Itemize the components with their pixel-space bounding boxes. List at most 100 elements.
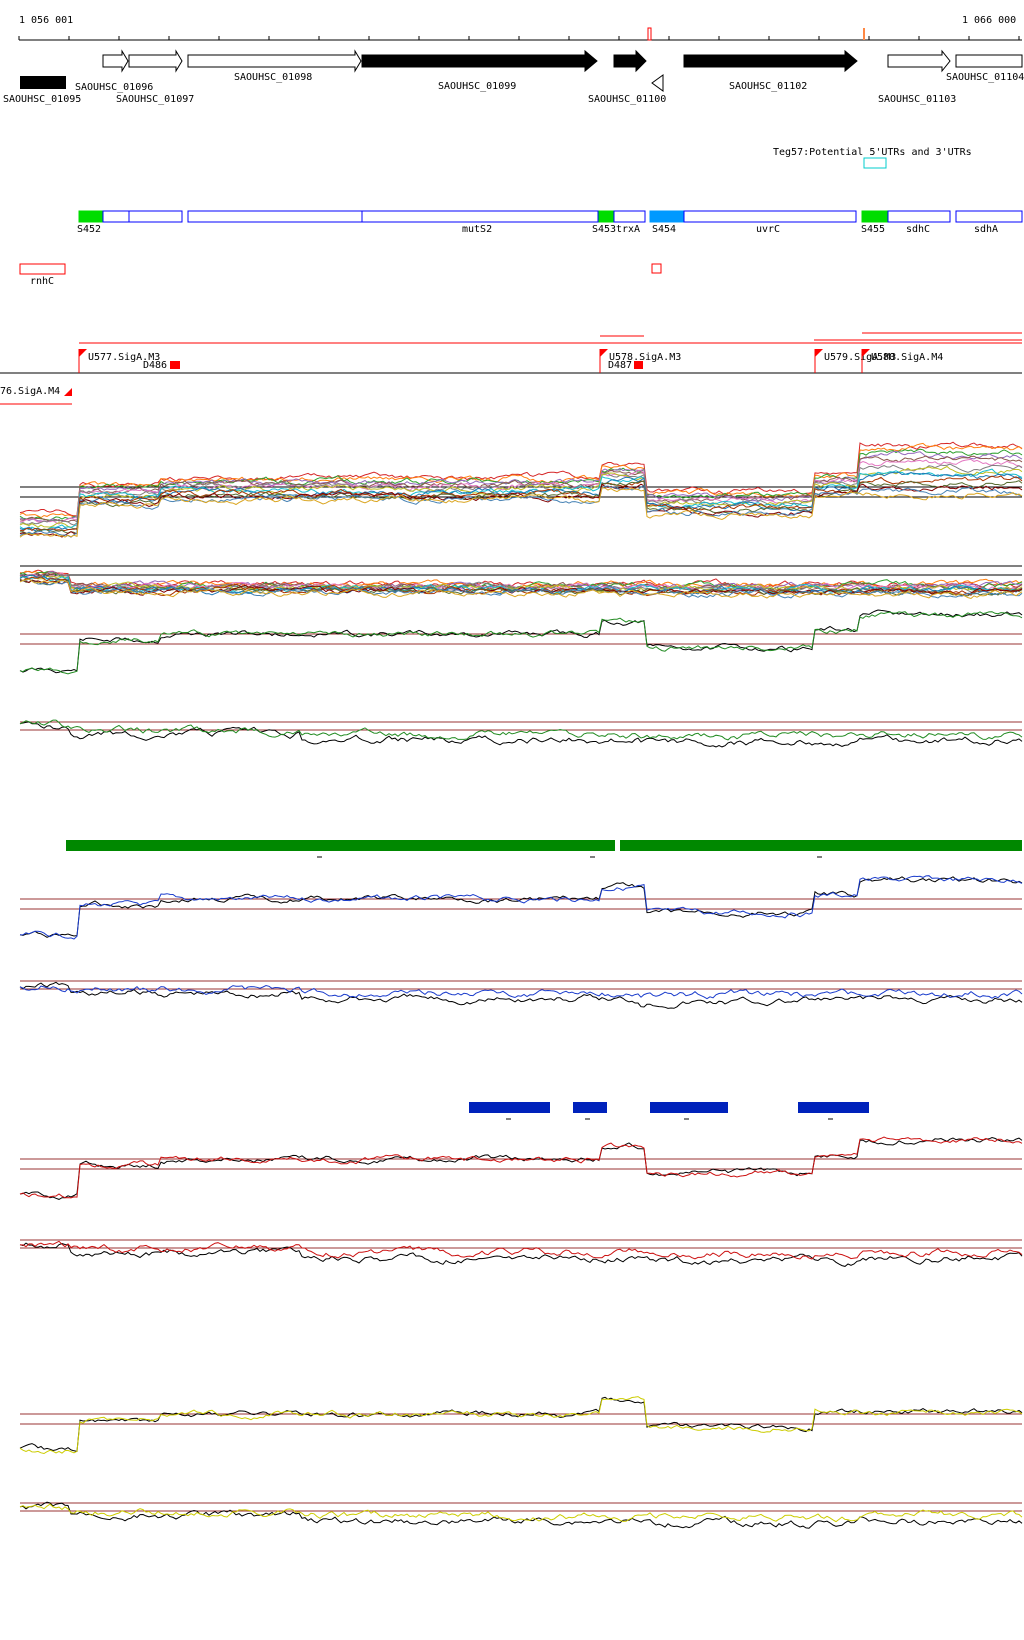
track-line-black bbox=[19, 981, 1023, 1009]
track-line-black bbox=[19, 1396, 1023, 1452]
operon-segment[interactable] bbox=[187, 210, 363, 223]
operon-label: S452 bbox=[77, 224, 101, 235]
blue-segment-bar[interactable] bbox=[798, 1102, 869, 1113]
operon-segment[interactable] bbox=[128, 210, 183, 223]
promoter-flag[interactable] bbox=[600, 349, 608, 357]
operon-label: S454 bbox=[652, 224, 676, 235]
track-line-black bbox=[19, 876, 1023, 938]
segment-bars bbox=[66, 840, 1022, 1120]
gene-label: SAOUHSC_01103 bbox=[878, 94, 956, 105]
track-line bbox=[19, 611, 1023, 675]
promoter-label: U579.SigA.M3 bbox=[824, 352, 896, 363]
promoter-track: U577.SigA.M3 D486 U578.SigA.M3 D487 U579… bbox=[0, 332, 1022, 405]
promoter-flag[interactable] bbox=[862, 349, 870, 357]
operon-segment[interactable] bbox=[613, 210, 646, 223]
multi-track-line bbox=[19, 487, 1023, 538]
ruler-end-label: 1 066 000 bbox=[962, 15, 1016, 26]
promoter-block[interactable] bbox=[634, 361, 643, 369]
multi-track-line bbox=[19, 442, 1023, 519]
utr-box[interactable] bbox=[863, 157, 887, 169]
promoter-block[interactable] bbox=[170, 361, 180, 369]
operon-segment-green[interactable] bbox=[78, 210, 104, 223]
rnhc-label: rnhC bbox=[30, 276, 54, 287]
gene-arrow[interactable] bbox=[187, 49, 362, 73]
multi-track-line bbox=[19, 572, 1023, 593]
track-line bbox=[19, 1136, 1023, 1199]
multi-track-line bbox=[19, 569, 1023, 589]
track-line bbox=[19, 984, 1023, 1000]
promoter-flag-reverse[interactable] bbox=[64, 388, 72, 396]
multi-track-line bbox=[19, 455, 1023, 523]
multi-track-line bbox=[19, 483, 1023, 538]
gene-arrow-reverse[interactable] bbox=[651, 74, 664, 92]
multi-track-line bbox=[19, 441, 1023, 517]
multi-track-line bbox=[19, 578, 1023, 600]
operon-segment-lightblue[interactable] bbox=[649, 210, 685, 223]
gene-label: SAOUHSC_01100 bbox=[588, 94, 666, 105]
operon-label: sdhA bbox=[974, 224, 998, 235]
ruler-start-label: 1 056 001 bbox=[19, 15, 73, 26]
promoter-label: D487 bbox=[608, 360, 632, 371]
gene-arrow[interactable] bbox=[683, 49, 858, 73]
gene-arrow[interactable] bbox=[361, 49, 598, 73]
gene-label: SAOUHSC_01097 bbox=[116, 94, 194, 105]
operon-segment[interactable] bbox=[887, 210, 951, 223]
multi-track-line bbox=[19, 450, 1023, 523]
blue-segment-bar[interactable] bbox=[469, 1102, 550, 1113]
gene-arrow[interactable] bbox=[955, 54, 1023, 68]
small-red-box[interactable] bbox=[651, 263, 662, 274]
operon-segment[interactable] bbox=[102, 210, 130, 223]
track-line bbox=[20, 1240, 1023, 1260]
track-line-black bbox=[19, 609, 1023, 674]
promoter-flag[interactable] bbox=[815, 349, 823, 357]
gene-arrow[interactable] bbox=[102, 49, 129, 73]
promoter-label: U578.SigA.M3 bbox=[609, 352, 681, 363]
track-line bbox=[19, 1396, 1023, 1455]
expression-tracks bbox=[19, 441, 1023, 1529]
teg57-track: Teg57:Potential 5'UTRs and 3'UTRs bbox=[773, 147, 972, 169]
operon-label: S455 bbox=[861, 224, 885, 235]
teg57-label: Teg57:Potential 5'UTRs and 3'UTRs bbox=[773, 147, 972, 158]
multi-track-line bbox=[19, 484, 1023, 538]
gene-label: SAOUHSC_01096 bbox=[75, 82, 153, 93]
track-line bbox=[19, 719, 1023, 741]
ruler-marker bbox=[647, 27, 652, 41]
operon-label: uvrC bbox=[756, 224, 780, 235]
gene-label: SAOUHSC_01104 bbox=[946, 72, 1024, 83]
promoter-label: U577.SigA.M3 bbox=[88, 352, 160, 363]
ruler-ticks bbox=[18, 36, 1020, 40]
gene-label: SAOUHSC_01095 bbox=[3, 94, 81, 105]
track-line-black bbox=[19, 721, 1023, 748]
gene-label: SAOUHSC_01102 bbox=[729, 81, 807, 92]
ruler-marker bbox=[863, 28, 865, 40]
promoter-label: U580.SigA.M4 bbox=[871, 352, 943, 363]
gene-arrow[interactable] bbox=[613, 49, 647, 73]
track-line bbox=[19, 875, 1023, 940]
gene-arrow[interactable] bbox=[20, 76, 66, 89]
gene-label: SAOUHSC_01098 bbox=[234, 72, 312, 83]
blue-segment-bar[interactable] bbox=[650, 1102, 728, 1113]
operon-segment-green[interactable] bbox=[861, 210, 889, 223]
operon-segment-green[interactable] bbox=[598, 210, 615, 223]
gene-track: SAOUHSC_01095 SAOUHSC_01096 SAOUHSC_0109… bbox=[3, 49, 1024, 105]
gene-arrow[interactable] bbox=[128, 49, 183, 73]
green-segment-bar[interactable] bbox=[620, 840, 1022, 851]
gene-arrow[interactable] bbox=[887, 49, 951, 73]
operon-label: mutS2 bbox=[462, 224, 492, 235]
operon-segment[interactable] bbox=[683, 210, 857, 223]
multi-track-line bbox=[20, 458, 1023, 525]
blue-segment-bar[interactable] bbox=[573, 1102, 607, 1113]
operon-segment[interactable] bbox=[361, 210, 599, 223]
green-segment-bar[interactable] bbox=[66, 840, 615, 851]
operon-label: sdhC bbox=[906, 224, 930, 235]
promoter-label: 76.SigA.M4 bbox=[0, 386, 60, 397]
multi-track-line bbox=[19, 480, 1023, 535]
operon-label: S453 bbox=[592, 224, 616, 235]
operon-segment[interactable] bbox=[955, 210, 1023, 223]
promoter-label: D486 bbox=[143, 360, 167, 371]
rnhc-track: rnhC bbox=[19, 263, 662, 287]
gene-label: SAOUHSC_01099 bbox=[438, 81, 516, 92]
promoter-flag[interactable] bbox=[79, 349, 87, 357]
rnhc-box[interactable] bbox=[19, 263, 66, 275]
